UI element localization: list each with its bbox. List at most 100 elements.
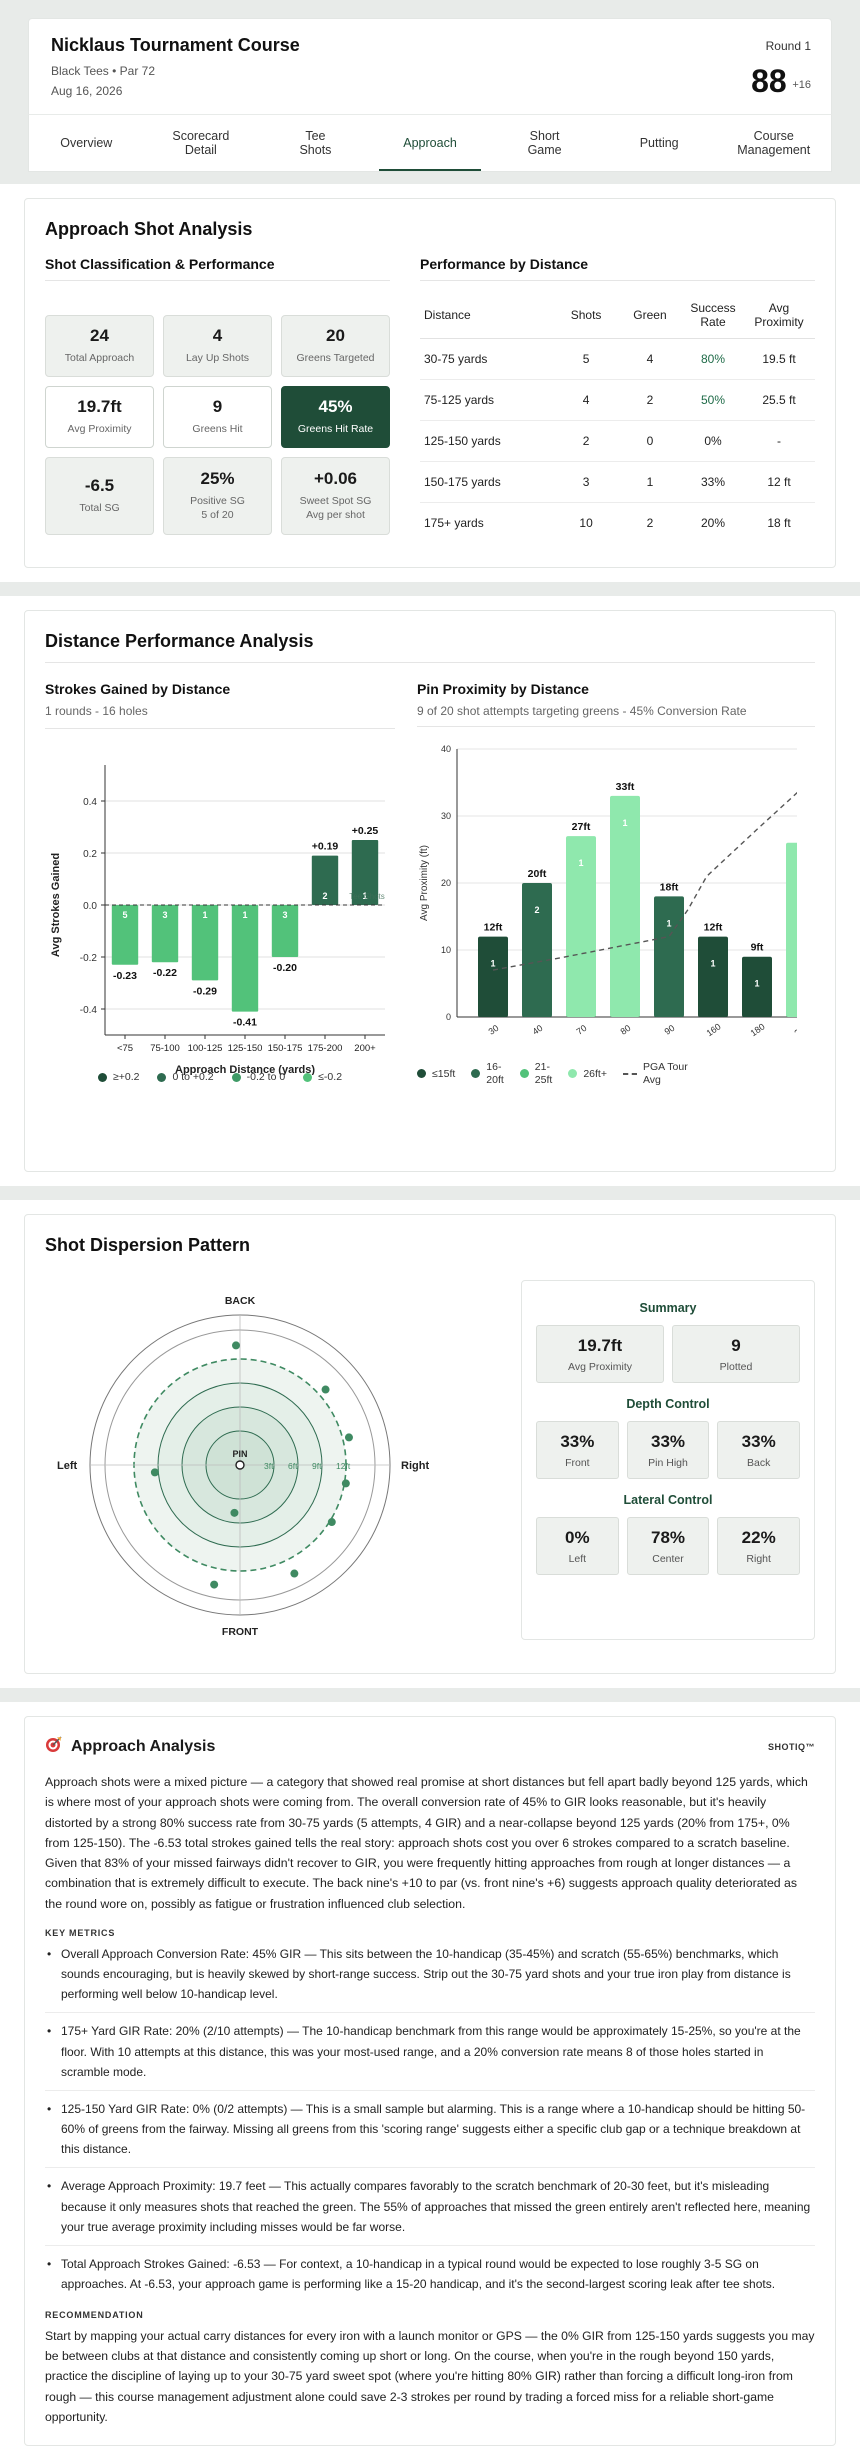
shot-dot — [341, 1479, 350, 1488]
sg-count-label: 2 — [322, 891, 327, 901]
legend-item: 21- 25ft — [519, 1061, 552, 1086]
metric-greens-targeted: 20 Greens Targeted — [281, 315, 390, 377]
proximity-value-label: 12ft — [704, 922, 723, 934]
sg-bar — [351, 840, 379, 906]
x-tick-label: 180 — [749, 1022, 767, 1039]
tab-overview[interactable]: Overview — [60, 135, 113, 150]
y-tick-label: 0.2 — [83, 849, 97, 860]
x-tick-label: 160 — [705, 1022, 723, 1039]
left-label: Left — [57, 1460, 78, 1472]
col-shots: Shots — [555, 293, 617, 339]
y-tick-label: 0.0 — [83, 901, 97, 912]
dispersion-summary: Summary 19.7ft Avg Proximity 9 Plotted Dep… — [521, 1280, 815, 1640]
shot-dot — [290, 1569, 299, 1578]
shot-classification: Shot Classification & Performance 24 Tota… — [45, 256, 390, 543]
summary-heading: Summary — [639, 1301, 697, 1315]
y-tick-label: -0.4 — [80, 1005, 98, 1016]
analysis-title: Approach Analysis — [45, 1735, 215, 1758]
tees-par: Black Tees • Par 72 — [51, 64, 156, 78]
metric-positive-sg: 25% Positive SG 5 of 20 — [163, 457, 272, 535]
proximity-bar — [610, 796, 640, 1018]
key-metrics-list: Overall Approach Conversion Rate: 45% GI… — [45, 1944, 815, 2302]
course-title: Nicklaus Tournament Course — [51, 35, 300, 55]
shot-dot — [230, 1508, 239, 1517]
proximity-count-label: 2 — [534, 905, 539, 915]
approach-title: Approach Shot Analysis — [45, 219, 253, 239]
sg-chart-panel: Strokes Gained by Distance 1 rounds - 16… — [45, 681, 395, 1087]
lateral-left: 0% Left — [536, 1517, 619, 1575]
classification-title: Shot Classification & Performance — [45, 256, 390, 281]
ring-label: 6ft — [288, 1461, 298, 1471]
y-axis-label: Avg Strokes Gained — [50, 853, 62, 957]
brand-logo: SHOTIQ™ — [767, 1741, 815, 1752]
tab-approach[interactable]: Approach — [373, 115, 488, 171]
shot-dot — [344, 1433, 353, 1442]
tab-putting[interactable]: Putting — [639, 135, 679, 150]
metric-avg-proximity: 19.7ft Avg Proximity — [45, 386, 154, 448]
y-tick-label: 40 — [441, 744, 451, 754]
depth-front: 33% Front — [536, 1421, 619, 1479]
x-tick-label: 30 — [487, 1023, 501, 1037]
legend-item: 0 to +0.2 — [157, 1071, 214, 1083]
ring-label: 3ft — [264, 1461, 274, 1471]
performance-by-distance: Performance by Distance Distance Shots G… — [420, 256, 815, 543]
proximity-bar — [786, 843, 797, 1018]
tab-bar: Overview Scorecard Detail Tee Shots Approa… — [28, 114, 832, 172]
x-tick-label: 40 — [531, 1023, 545, 1037]
sg-chart: 0.4 0.2 0.0 -0.2 -0.4 Avg Strokes Gained Appro… — [50, 765, 385, 1075]
metric-sweet-spot-sg: +0.06 Sweet Spot SG Avg per shot — [281, 457, 390, 535]
tab-short-game[interactable]: Short Game — [527, 128, 562, 157]
col-avg-proximity: Avg Proximity — [743, 293, 815, 339]
y-tick-label: 10 — [441, 945, 451, 955]
legend-item: PGA Tour Avg — [622, 1061, 688, 1086]
sg-chart-desc: 1 rounds - 16 holes — [45, 703, 395, 730]
recommendation-text: Start by mapping your actual carry dista… — [45, 2329, 815, 2424]
pin-chart-title: Pin Proximity by Distance — [417, 681, 589, 697]
proximity-bar — [522, 883, 552, 1018]
performance-title: Performance by Distance — [420, 256, 815, 281]
lateral-center: 78% Center — [626, 1517, 710, 1575]
sg-count-label: 1 — [362, 891, 367, 901]
proximity-count-label: 1 — [622, 818, 627, 828]
analysis-card: Approach Analysis SHOTIQ™ Approach shots… — [24, 1716, 836, 2446]
sg-count-label: 3 — [162, 910, 167, 920]
pin-chart-panel: Pin Proximity by Distance 9 of 20 shot a… — [417, 681, 815, 1087]
depth-back: 33% Back — [717, 1421, 801, 1479]
sg-bar — [191, 905, 219, 981]
tab-scorecard-detail[interactable]: Scorecard Detail — [172, 128, 230, 157]
list-item: Average Approach Proximity: 19.7 feet — … — [45, 2176, 815, 2246]
dispersion-section: Shot Dispersion Pattern PIN 3ft 6ft 9ft 12ft… — [0, 1200, 860, 1688]
dispersion-card: Shot Dispersion Pattern PIN 3ft 6ft 9ft 12ft… — [24, 1214, 836, 1674]
approach-section: Approach Shot Analysis Shot Classificati… — [0, 184, 860, 582]
proximity-count-label: 1 — [754, 979, 759, 989]
sg-value-label: -0.20 — [273, 962, 297, 974]
y-axis-label: Avg Proximity (ft) — [419, 845, 430, 921]
shot-dot — [232, 1341, 240, 1350]
legend-item: ≥+0.2 — [97, 1071, 139, 1083]
sg-bar — [311, 855, 339, 906]
metric-greens-hit: 9 Greens Hit — [163, 386, 272, 448]
right-label: Right — [401, 1460, 429, 1472]
dispersion-plot-wrap: PIN 3ft 6ft 9ft 12ft BACK FRONT Left Right — [45, 1280, 501, 1640]
shot-dot — [210, 1580, 219, 1589]
score-to-par: +16 — [792, 79, 811, 91]
ring-label: 9ft — [312, 1461, 322, 1471]
tab-tee-shots[interactable]: Tee Shots — [299, 128, 332, 157]
depth-pin-high: 33% Pin High — [626, 1421, 710, 1479]
analysis-section: Approach Analysis SHOTIQ™ Approach shots… — [0, 1702, 860, 2464]
sg-value-label: -0.22 — [153, 968, 177, 980]
table-row: 30-75 yards 5 4 80% 19.5 ft — [420, 338, 815, 380]
front-label: FRONT — [222, 1626, 259, 1638]
proximity-bar — [478, 936, 508, 1018]
pin-marker — [235, 1460, 245, 1470]
x-tick-label: 175-200 — [308, 1043, 343, 1054]
proximity-bar — [742, 957, 772, 1018]
col-green: Green — [616, 293, 683, 339]
tab-course-management[interactable]: Course Management — [737, 128, 811, 157]
sg-count-label: 5 — [122, 910, 127, 920]
proximity-count-label: 1 — [490, 959, 495, 969]
page: Nicklaus Tournament Course Black Tees • … — [0, 18, 860, 2464]
proximity-value-label: 27ft — [572, 821, 591, 833]
lateral-heading: Lateral Control — [623, 1493, 713, 1507]
back-label: BACK — [225, 1295, 256, 1307]
